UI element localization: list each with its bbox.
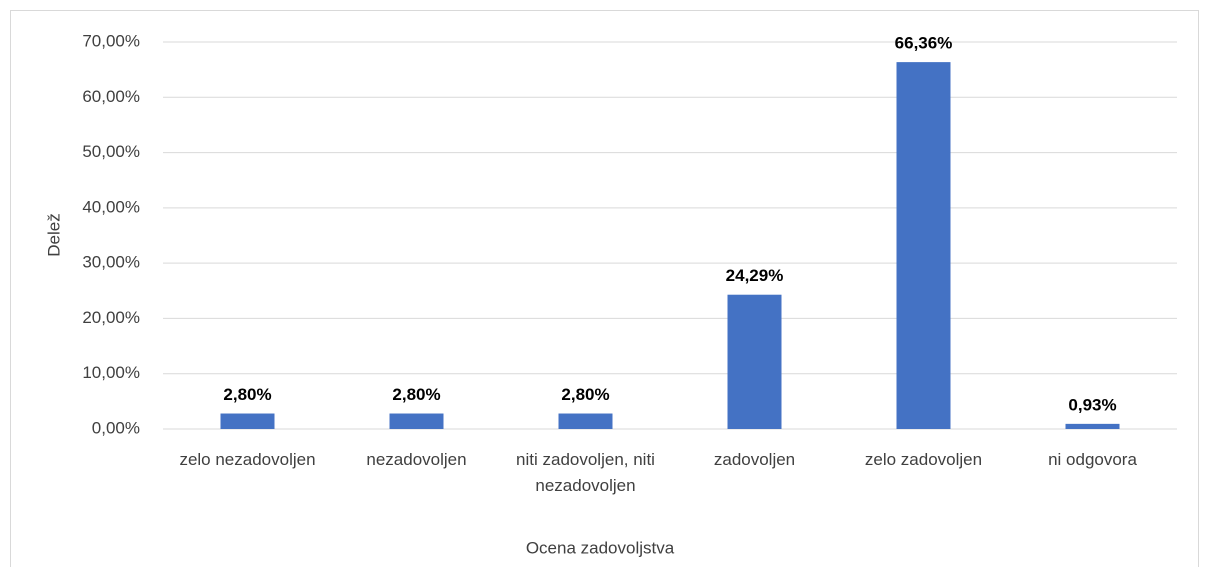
bar [220, 413, 275, 429]
y-tick-label: 10,00% [82, 363, 140, 382]
y-tick-label: 40,00% [82, 197, 140, 216]
data-label: 2,80% [561, 385, 609, 404]
data-label: 2,80% [223, 385, 271, 404]
chart-frame [10, 10, 1199, 567]
x-tick-label: nezadovoljen [366, 450, 467, 469]
bar [389, 413, 444, 429]
y-tick-label: 20,00% [82, 308, 140, 327]
bar [1065, 423, 1120, 429]
bar [558, 413, 613, 429]
x-axis-title: Ocena zadovoljstva [526, 538, 675, 557]
data-label: 2,80% [392, 385, 440, 404]
bar [727, 294, 782, 429]
y-tick-label: 30,00% [82, 253, 140, 272]
x-tick-label: zelo zadovoljen [864, 450, 983, 469]
bar [896, 62, 951, 430]
y-tick-label: 60,00% [82, 87, 140, 106]
y-axis-title: Delež [44, 213, 63, 256]
x-tick-label: zadovoljen [713, 450, 796, 469]
x-tick-label: niti zadovoljen, niti nezadovoljen [516, 450, 655, 495]
x-tick-label: zelo nezadovoljen [179, 450, 316, 469]
x-tick-label: ni odgovora [1048, 450, 1137, 469]
y-tick-label: 50,00% [82, 142, 140, 161]
data-label: 66,36% [895, 34, 953, 53]
data-label: 24,29% [726, 266, 784, 285]
y-tick-label: 70,00% [82, 31, 140, 50]
y-tick-label: 0,00% [92, 418, 140, 437]
data-label: 0,93% [1068, 395, 1116, 414]
